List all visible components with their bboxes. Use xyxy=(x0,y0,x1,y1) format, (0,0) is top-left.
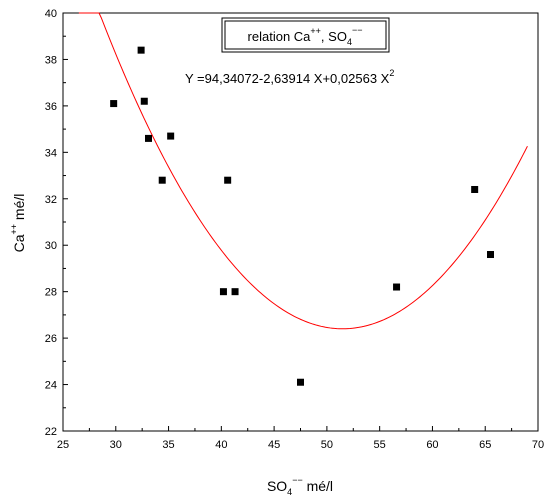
data-point xyxy=(224,176,232,184)
data-point xyxy=(487,251,494,259)
y-tick-label: 26 xyxy=(45,333,57,345)
data-point xyxy=(393,283,401,291)
x-tick-label: 40 xyxy=(215,439,227,451)
data-point xyxy=(297,378,304,386)
x-tick-label: 45 xyxy=(268,439,280,451)
y-tick-label: 40 xyxy=(45,8,57,20)
data-point xyxy=(158,176,166,184)
x-tick-label: 35 xyxy=(162,439,174,451)
data-point xyxy=(167,132,175,140)
x-axis: 25 30 35 40 45 50 55 60 65 70 xyxy=(57,426,544,451)
y-tick-label: 34 xyxy=(45,147,57,159)
data-point xyxy=(145,134,152,142)
x-tick-label: 25 xyxy=(57,439,69,451)
data-point xyxy=(140,97,148,105)
fit-curve xyxy=(78,12,528,330)
legend: relation Ca++, SO4−− xyxy=(221,17,390,53)
x-tick-label: 65 xyxy=(479,439,491,451)
x-tick-label: 55 xyxy=(374,439,386,451)
x-tick-label: 70 xyxy=(532,439,544,451)
y-tick-label: 24 xyxy=(45,380,57,392)
data-point xyxy=(471,185,479,193)
y-tick-label: 30 xyxy=(45,240,57,252)
data-point xyxy=(219,288,227,296)
y-tick-label: 36 xyxy=(45,101,57,113)
x-tick-label: 30 xyxy=(110,439,122,451)
y-tick-label: 28 xyxy=(45,287,57,299)
legend-text: relation Ca++, SO4−− xyxy=(248,25,363,47)
y-tick-label: 22 xyxy=(45,426,57,438)
legend-outer-box xyxy=(221,17,390,53)
x-tick-label: 50 xyxy=(321,439,333,451)
data-points xyxy=(110,46,494,386)
data-point xyxy=(231,288,239,296)
x-tick-label: 60 xyxy=(426,439,438,451)
data-point xyxy=(137,46,145,54)
y-axis-title: Ca++ mé/l xyxy=(9,194,27,253)
y-tick-label: 38 xyxy=(45,54,57,66)
x-axis-title: SO4−− mé/l xyxy=(267,475,333,497)
data-point xyxy=(110,100,118,108)
legend-inner-box xyxy=(224,20,387,50)
fit-equation: Y =94,34072-2,63914 X+0,02563 X2 xyxy=(185,68,394,86)
y-tick-label: 32 xyxy=(45,194,57,206)
y-axis: 22 24 26 28 30 32 34 36 38 40 xyxy=(45,8,68,438)
